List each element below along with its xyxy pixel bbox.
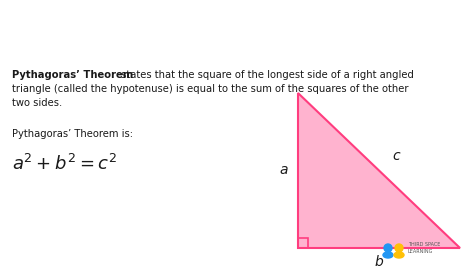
Polygon shape bbox=[298, 93, 460, 248]
Text: $a$: $a$ bbox=[279, 163, 289, 177]
Circle shape bbox=[384, 244, 392, 252]
Text: $b$: $b$ bbox=[374, 255, 384, 268]
Text: THIRD SPACE
LEARNING: THIRD SPACE LEARNING bbox=[408, 242, 440, 254]
Text: $c$: $c$ bbox=[392, 150, 402, 163]
Text: states that the square of the longest side of a right angled: states that the square of the longest si… bbox=[118, 70, 414, 80]
Ellipse shape bbox=[394, 252, 404, 258]
Ellipse shape bbox=[383, 252, 393, 258]
Bar bbox=[298, 238, 308, 248]
Text: Pythagoras’ Theorem is:: Pythagoras’ Theorem is: bbox=[12, 129, 133, 139]
Circle shape bbox=[395, 244, 403, 252]
Text: two sides.: two sides. bbox=[12, 98, 62, 108]
Text: triangle (called the hypotenuse) is equal to the sum of the squares of the other: triangle (called the hypotenuse) is equa… bbox=[12, 84, 409, 94]
Text: $a^2 + b^2 = c^2$: $a^2 + b^2 = c^2$ bbox=[12, 154, 118, 174]
Text: Pythagoras’ Theorem: Pythagoras’ Theorem bbox=[12, 16, 265, 36]
Text: Pythagoras’ Theorem: Pythagoras’ Theorem bbox=[12, 70, 133, 80]
